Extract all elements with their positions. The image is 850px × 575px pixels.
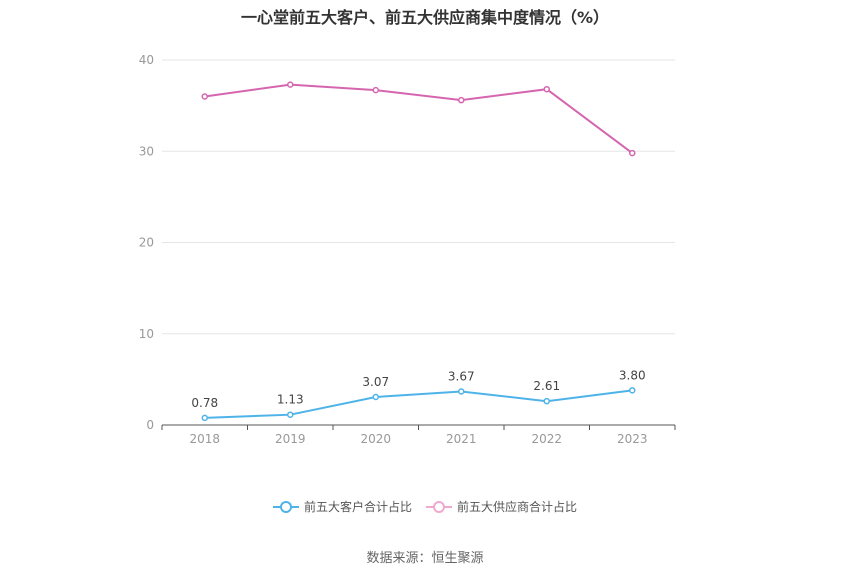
line-chart: 0 10 20 30 40 2018 2019 2020 2021 2022 2023 0.78 1.1… xyxy=(139,53,676,446)
x-tick-label: 2021 xyxy=(446,432,477,446)
x-tick-label: 2019 xyxy=(275,432,306,446)
data-point xyxy=(372,393,379,401)
legend-item-customers[interactable]: 前五大客户合计占比 xyxy=(272,498,412,515)
data-point xyxy=(458,96,465,104)
y-tick-label: 30 xyxy=(139,144,154,158)
y-tick-label: 0 xyxy=(146,418,154,432)
legend-label-customers: 前五大客户合计占比 xyxy=(303,500,412,514)
data-point xyxy=(201,414,208,422)
legend: 前五大客户合计占比 前五大供应商合计占比 xyxy=(0,498,850,515)
data-point xyxy=(372,86,379,94)
data-label: 0.78 xyxy=(191,396,218,410)
data-label: 3.07 xyxy=(362,375,389,389)
legend-marker-suppliers-icon xyxy=(426,500,452,513)
data-point xyxy=(543,85,550,93)
x-tick-label: 2023 xyxy=(617,432,648,446)
series-line xyxy=(204,389,633,419)
chart-title: 一心堂前五大客户、前五大供应商集中度情况（%） xyxy=(240,8,610,27)
data-point xyxy=(287,81,294,88)
data-label: 2.61 xyxy=(533,379,560,393)
data-point xyxy=(287,411,294,418)
data-point xyxy=(629,387,636,394)
data-source: 数据来源：恒生聚源 xyxy=(366,551,484,566)
legend-circle xyxy=(433,500,445,513)
y-tick-label: 40 xyxy=(139,53,154,67)
data-label: 3.80 xyxy=(619,368,646,382)
x-tick-label: 2020 xyxy=(360,432,391,446)
legend-marker-customers-icon xyxy=(272,500,299,513)
legend-label-suppliers: 前五大供应商合计占比 xyxy=(457,500,578,514)
data-label: 1.13 xyxy=(277,393,304,407)
data-point xyxy=(629,149,636,157)
data-label: 3.67 xyxy=(448,370,475,384)
y-tick-label: 20 xyxy=(139,236,154,250)
x-tick-label: 2022 xyxy=(531,432,562,446)
data-point xyxy=(458,388,465,395)
y-tick-label: 10 xyxy=(139,327,154,341)
x-tick-label: 2018 xyxy=(189,432,220,446)
data-point xyxy=(543,397,550,405)
data-point xyxy=(201,93,208,100)
legend-circle xyxy=(279,500,292,513)
legend-item-suppliers[interactable]: 前五大供应商合计占比 xyxy=(426,498,577,515)
series-line xyxy=(204,83,633,154)
